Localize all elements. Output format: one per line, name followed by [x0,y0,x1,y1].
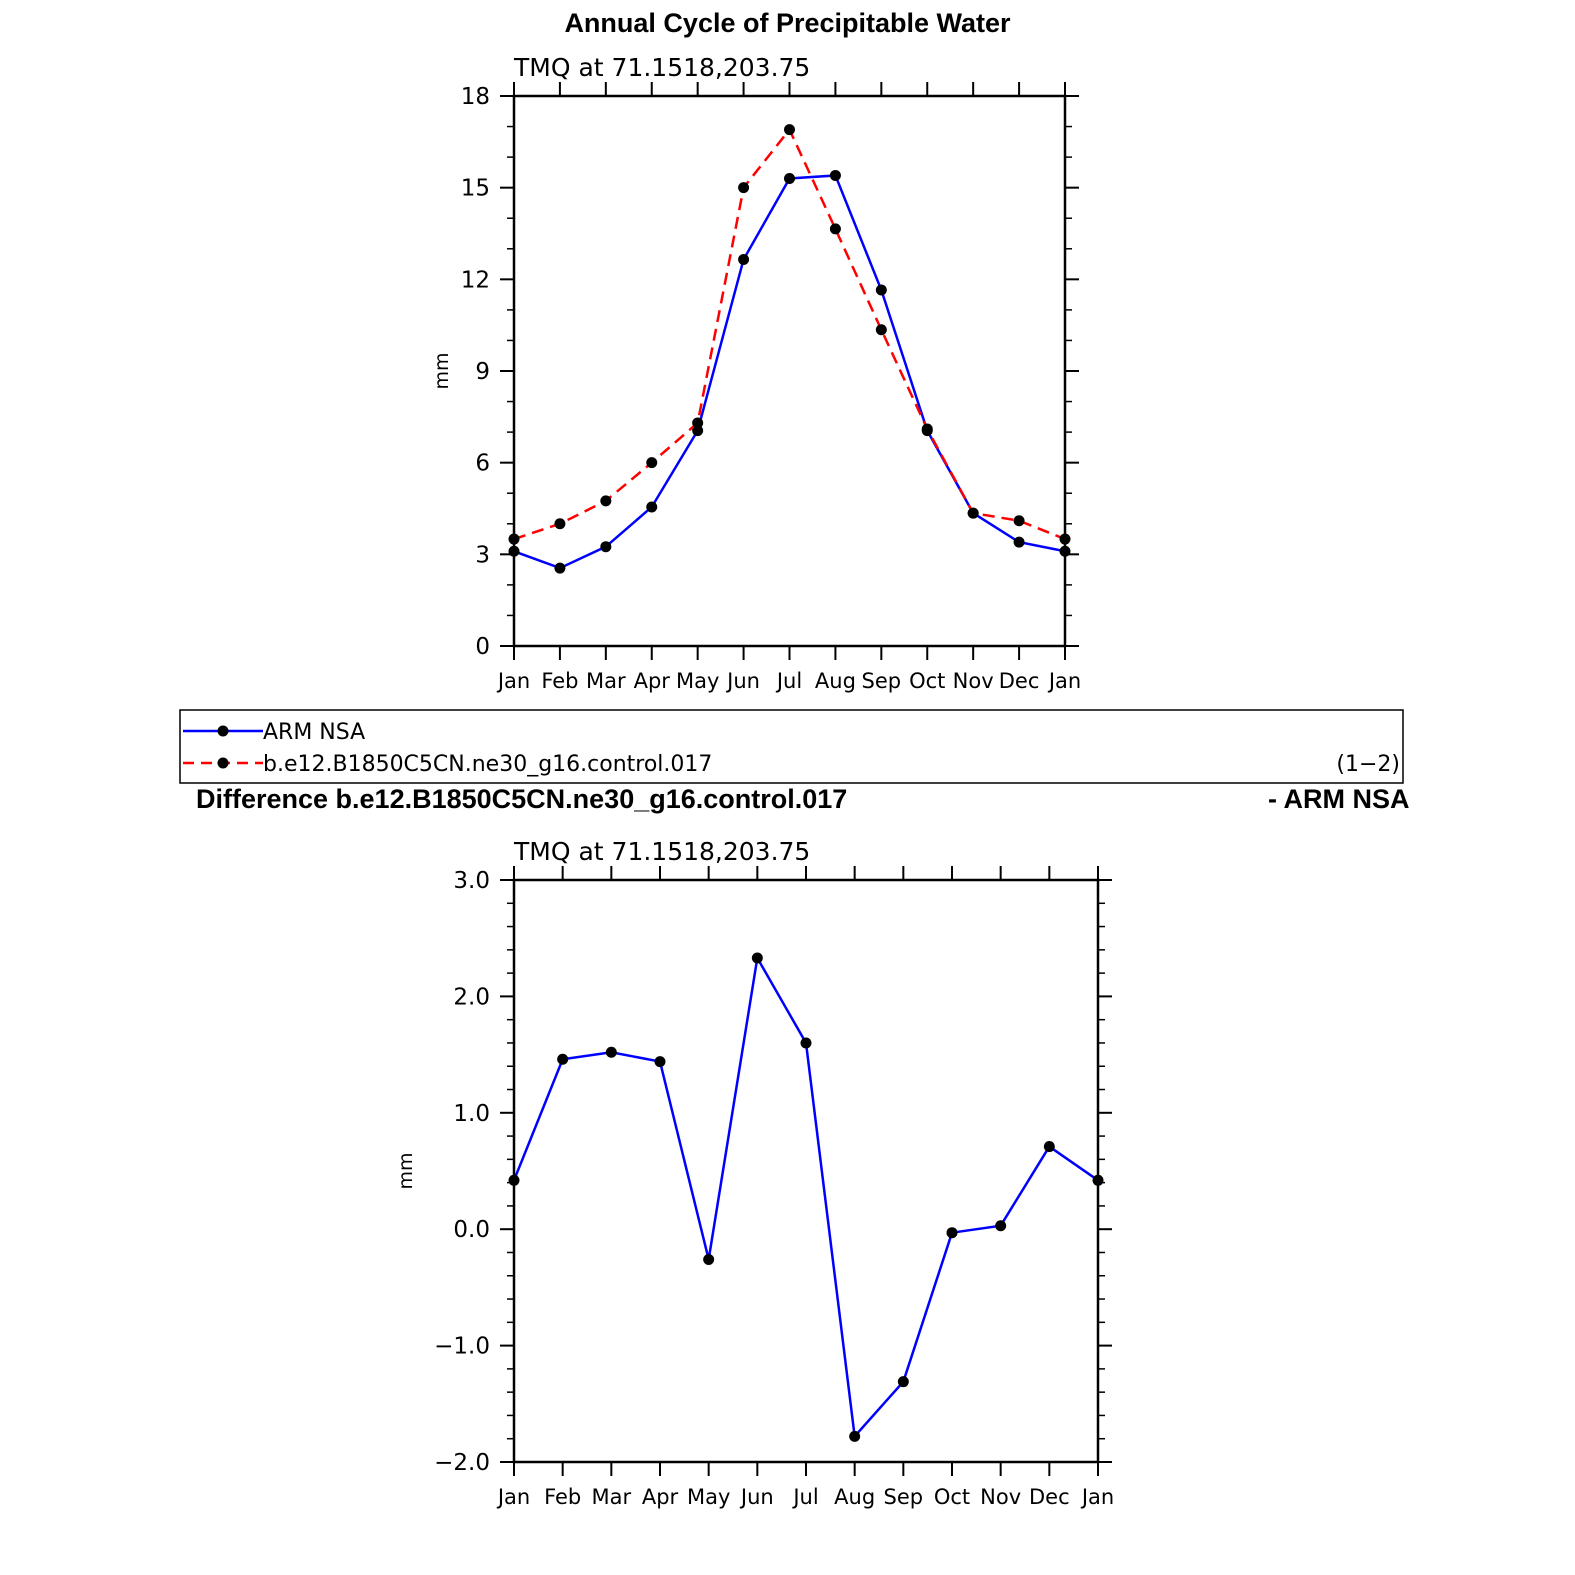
series-1-point [508,545,520,557]
x-tick-label: Feb [541,669,578,693]
y-tick-label: 0 [475,634,490,660]
x-tick-label: Aug [815,669,856,693]
x-tick-label: Jun [739,1485,774,1509]
series-1-point [829,169,841,181]
x-tick-label: Dec [999,669,1040,693]
series-1-point [1092,1174,1104,1186]
y-tick-label: 6 [475,451,490,477]
y-axis-label: mm [431,352,453,389]
x-tick-label: Sep [862,669,902,693]
series-2-point [875,324,887,336]
y-axis-label: mm [395,1152,417,1189]
series-1-point [557,1053,569,1065]
legend-tag: (1−2) [1336,752,1400,777]
x-tick-label: Jun [725,669,760,693]
x-tick-label: Nov [953,669,994,693]
plot-subtitle: TMQ at 71.1518,203.75 [513,837,810,866]
series-1-point [605,1046,617,1058]
legend-series-1-marker [217,725,229,737]
plot-subtitle: TMQ at 71.1518,203.75 [513,53,810,82]
series-1-point [554,562,566,574]
x-tick-label: Mar [586,669,626,693]
y-tick-label: 15 [461,176,490,202]
chart-1-title: Annual Cycle of Precipitable Water [564,8,1011,38]
series-1-point [600,541,612,553]
x-tick-label: Dec [1029,1485,1070,1509]
annual-cycle-plot: Jan Feb Mar Apr May Jun Jul Aug Sep Oct Nov Dec Jan0… [431,53,1081,693]
series-2-point [508,533,520,545]
x-tick-label: Sep [884,1485,924,1509]
series-2-point [738,182,750,194]
series-2-point [646,457,658,469]
series-1-point [800,1037,812,1049]
series-1-point [751,952,763,964]
series-2-point [784,124,795,136]
plot-frame [512,878,1100,1464]
series-2-point [1013,515,1025,527]
series-1-point [508,1174,520,1186]
series-2-point [554,518,566,530]
series-1-point [1043,1141,1055,1153]
chart-2-title-right: - ARM NSA [1268,784,1410,814]
x-tick-label: Mar [592,1485,632,1509]
series-1-point [1013,536,1025,548]
y-tick-label: −2.0 [434,1450,490,1476]
series-2-point [829,223,841,235]
legend-series-1-label: ARM NSA [263,720,365,745]
series-1-point [654,1056,666,1068]
series-1-point [784,173,795,184]
x-tick-label: Aug [834,1485,875,1509]
series-1-point [897,1376,909,1388]
x-tick-label: Oct [909,669,945,693]
x-tick-label: Oct [934,1485,970,1509]
x-tick-label: Jul [791,1485,818,1509]
y-tick-label: 0.0 [453,1217,490,1243]
series-2-line [513,127,1066,541]
series-2-point [600,495,612,507]
y-tick-label: −1.0 [434,1334,490,1360]
series-1-point [692,425,704,437]
series-1-point [875,284,887,296]
series-1-point [1059,545,1071,557]
y-tick-label: 18 [461,84,490,110]
series-2-point [921,423,933,435]
series-2-point [692,417,704,429]
legend-series-2-marker [217,757,229,769]
series-1-point [703,1253,715,1265]
series-1-line [512,954,1099,1440]
series-1-point [738,253,750,265]
series-1-line [513,174,1066,570]
series-2-point [1059,533,1071,545]
x-tick-label: Jan [1080,1485,1114,1509]
x-tick-label: Feb [544,1485,581,1509]
y-tick-label: 3 [475,542,490,568]
difference-plot: Jan Feb Mar Apr May Jun Jul Aug Sep Oct Nov Dec Jan−… [395,837,1114,1509]
legend: ARM NSA b.e12.B1850C5CN.ne30_g16.control… [179,709,1404,784]
y-tick-label: 9 [475,359,490,385]
y-tick-label: 3.0 [453,868,490,894]
x-tick-label: Nov [980,1485,1021,1509]
series-1-point [646,501,658,513]
x-tick-label: Jan [1047,669,1081,693]
x-tick-label: Jan [496,1485,530,1509]
x-tick-label: Apr [642,1485,679,1509]
series-1-point [849,1430,861,1442]
x-tick-label: May [687,1485,730,1509]
y-tick-label: 12 [461,267,490,293]
legend-series-2-label: b.e12.B1850C5CN.ne30_g16.control.017 [263,752,712,777]
series-1-point [946,1227,958,1239]
legend-box [179,709,1404,784]
chart-2-title: Difference b.e12.B1850C5CN.ne30_g16.cont… [196,784,848,814]
x-tick-label: Apr [634,669,671,693]
x-tick-label: May [676,669,719,693]
series-2-point [967,507,979,519]
x-tick-label: Jan [496,669,530,693]
x-tick-label: Jul [775,669,802,693]
y-tick-label: 2.0 [453,984,490,1010]
series-1-point [995,1220,1007,1232]
y-tick-label: 1.0 [453,1101,490,1127]
